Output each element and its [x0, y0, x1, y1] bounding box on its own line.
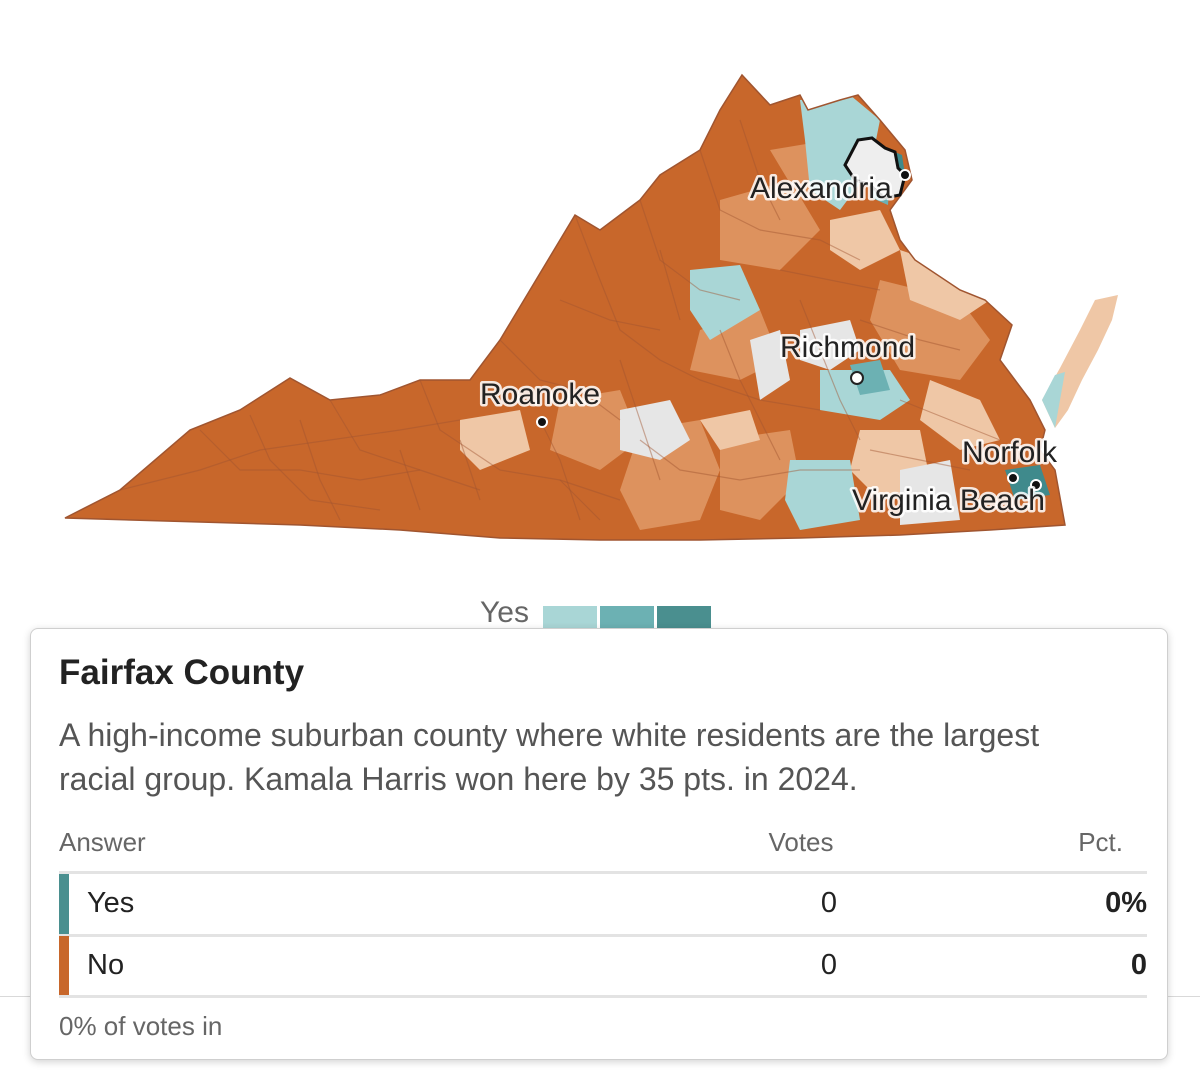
county-boundary — [559, 299, 661, 331]
county-boundary — [639, 199, 741, 301]
table-divider — [59, 871, 1147, 874]
state-outline — [64, 73, 1066, 541]
richmond-marker — [850, 371, 864, 385]
county-boundary — [459, 439, 481, 501]
county-boundary — [799, 299, 861, 441]
county-boundary — [759, 229, 861, 261]
table-row: Yes 0 0% — [59, 874, 1147, 934]
county-tooltip: Fairfax County A high-income suburban co… — [30, 628, 1168, 1060]
column-header-votes: Votes — [768, 827, 834, 857]
table-divider — [59, 934, 1147, 937]
votes-in-note: 0% of votes in — [59, 1011, 223, 1041]
answer-pct: 0% — [1105, 887, 1147, 919]
answer-label: Yes — [87, 887, 135, 919]
virginia-beach-marker — [1030, 479, 1042, 491]
region-piedmont-north[interactable] — [720, 180, 820, 270]
roanoke-label: Roanoke — [480, 378, 600, 411]
region-stafford[interactable] — [830, 210, 900, 270]
map-svg[interactable]: Alexandria Richmond Roanoke Norfolk Virginia… — [0, 0, 1200, 600]
region-southwest-mid[interactable] — [550, 390, 640, 470]
map-legend: Yes — [480, 598, 714, 628]
region-south-central[interactable] — [720, 430, 800, 520]
roanoke-marker — [536, 416, 548, 428]
answer-color-bar — [59, 936, 69, 996]
county-boundary — [329, 399, 481, 491]
county-boundary — [419, 379, 621, 501]
norfolk-label: Norfolk — [962, 436, 1058, 469]
eastern-shore-region[interactable] — [1042, 295, 1118, 428]
tooltip-description: A high-income suburban county where whit… — [59, 717, 1040, 797]
alexandria-marker — [899, 169, 911, 181]
county-boundary — [249, 414, 381, 511]
virginia-beach-label: Virginia Beach — [852, 484, 1045, 517]
county-boundary — [559, 479, 601, 521]
county-boundary — [639, 439, 860, 481]
county-boundary — [199, 429, 421, 481]
virginia-map[interactable]: Alexandria Richmond Roanoke Norfolk Virginia… — [0, 0, 1200, 600]
answer-pct: 0 — [1130, 949, 1147, 981]
legend-swatch-yes-mid — [599, 606, 654, 628]
table-row: No 0 0 — [59, 936, 1147, 996]
county-boundary — [899, 399, 1001, 441]
norfolk-marker — [1007, 472, 1019, 484]
alexandria-label: Alexandria — [750, 172, 892, 205]
region-richmond-neutral[interactable] — [800, 320, 860, 370]
region-south-small[interactable] — [700, 410, 760, 450]
region-richmond-yes[interactable] — [850, 360, 890, 395]
county-boundary — [719, 329, 781, 461]
region-peninsula[interactable] — [920, 380, 1000, 450]
richmond-label: Richmond — [780, 331, 915, 364]
answer-color-bar — [59, 874, 69, 934]
county-boundary — [699, 149, 761, 231]
region-southeast-yes[interactable] — [785, 460, 860, 530]
tooltip-title: Fairfax County — [59, 653, 305, 692]
region-king-george[interactable] — [900, 250, 990, 320]
legend-swatch-yes-high — [656, 606, 711, 628]
county-boundary — [574, 214, 701, 381]
county-boundary — [399, 449, 421, 511]
county-boundary — [779, 269, 881, 291]
region-neutral-central[interactable] — [750, 330, 790, 400]
county-boundary — [859, 319, 961, 351]
legend-yes-label: Yes — [480, 596, 529, 629]
county-boundary — [299, 419, 341, 521]
region-roanoke-area[interactable] — [460, 410, 530, 470]
county-boundary — [739, 119, 781, 221]
table-divider — [59, 995, 1147, 998]
county-boundary — [699, 379, 821, 411]
column-header-answer: Answer — [59, 827, 146, 857]
answer-votes: 0 — [820, 887, 838, 919]
region-neutral-southside[interactable] — [620, 400, 690, 460]
county-boundary — [659, 249, 681, 321]
answer-label: No — [87, 949, 125, 981]
answer-votes: 0 — [820, 949, 838, 981]
county-boundary — [499, 339, 621, 421]
county-boundary — [869, 449, 971, 471]
eastern-shore-yes-region[interactable] — [1042, 372, 1065, 428]
region-charlottesville[interactable] — [690, 265, 760, 340]
legend-swatch-yes-low — [542, 606, 597, 628]
county-boundary — [119, 419, 461, 491]
region-neutral-southeast[interactable] — [900, 460, 960, 525]
county-boundary — [619, 359, 661, 481]
county-boundary — [539, 419, 581, 521]
column-header-pct: Pct. — [1078, 827, 1123, 857]
